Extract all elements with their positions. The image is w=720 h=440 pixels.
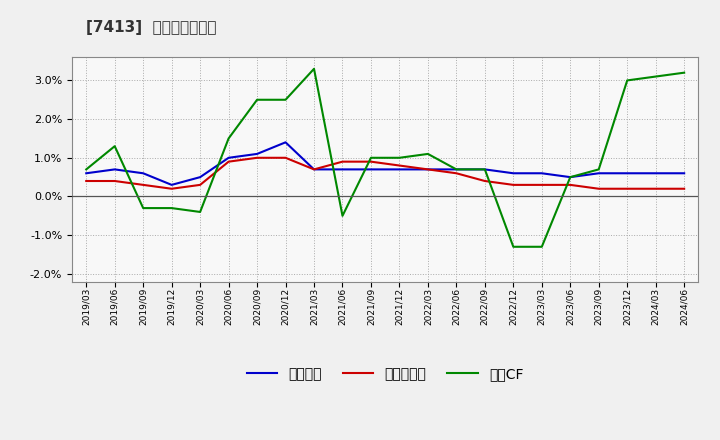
経常利益 <box>423 167 432 172</box>
当期純利益 <box>167 186 176 191</box>
当期純利益 <box>225 159 233 164</box>
当期純利益 <box>595 186 603 191</box>
営業CF <box>623 78 631 83</box>
経常利益 <box>480 167 489 172</box>
当期純利益 <box>423 167 432 172</box>
営業CF <box>167 205 176 211</box>
経常利益 <box>452 167 461 172</box>
営業CF <box>452 167 461 172</box>
営業CF <box>110 143 119 149</box>
当期純利益 <box>196 182 204 187</box>
当期純利益 <box>82 178 91 183</box>
当期純利益 <box>139 182 148 187</box>
営業CF <box>366 155 375 161</box>
当期純利益 <box>253 155 261 161</box>
経常利益 <box>167 182 176 187</box>
当期純利益 <box>537 182 546 187</box>
経常利益 <box>110 167 119 172</box>
営業CF <box>338 213 347 219</box>
経常利益 <box>282 139 290 145</box>
当期純利益 <box>310 167 318 172</box>
Line: 営業CF: 営業CF <box>86 69 684 247</box>
営業CF <box>537 244 546 249</box>
当期純利益 <box>680 186 688 191</box>
当期純利益 <box>652 186 660 191</box>
経常利益 <box>253 151 261 157</box>
経常利益 <box>395 167 404 172</box>
営業CF <box>82 167 91 172</box>
経常利益 <box>366 167 375 172</box>
営業CF <box>680 70 688 75</box>
Legend: 経常利益, 当期純利益, 営業CF: 経常利益, 当期純利益, 営業CF <box>241 362 529 387</box>
経常利益 <box>310 167 318 172</box>
当期純利益 <box>509 182 518 187</box>
当期純利益 <box>566 182 575 187</box>
営業CF <box>253 97 261 103</box>
営業CF <box>310 66 318 71</box>
当期純利益 <box>110 178 119 183</box>
Line: 当期純利益: 当期純利益 <box>86 158 684 189</box>
当期純利益 <box>395 163 404 168</box>
営業CF <box>225 136 233 141</box>
営業CF <box>395 155 404 161</box>
営業CF <box>196 209 204 215</box>
当期純利益 <box>366 159 375 164</box>
Line: 経常利益: 経常利益 <box>86 142 684 185</box>
経常利益 <box>680 171 688 176</box>
当期純利益 <box>480 178 489 183</box>
経常利益 <box>595 171 603 176</box>
当期純利益 <box>282 155 290 161</box>
営業CF <box>566 175 575 180</box>
経常利益 <box>196 175 204 180</box>
営業CF <box>480 167 489 172</box>
経常利益 <box>338 167 347 172</box>
当期純利益 <box>452 171 461 176</box>
経常利益 <box>225 155 233 161</box>
経常利益 <box>566 175 575 180</box>
営業CF <box>595 167 603 172</box>
経常利益 <box>82 171 91 176</box>
営業CF <box>282 97 290 103</box>
経常利益 <box>139 171 148 176</box>
営業CF <box>139 205 148 211</box>
当期純利益 <box>338 159 347 164</box>
営業CF <box>652 74 660 79</box>
経常利益 <box>509 171 518 176</box>
営業CF <box>423 151 432 157</box>
当期純利益 <box>623 186 631 191</box>
経常利益 <box>623 171 631 176</box>
経常利益 <box>537 171 546 176</box>
Text: [7413]  マージンの推移: [7413] マージンの推移 <box>86 20 217 35</box>
経常利益 <box>652 171 660 176</box>
営業CF <box>509 244 518 249</box>
